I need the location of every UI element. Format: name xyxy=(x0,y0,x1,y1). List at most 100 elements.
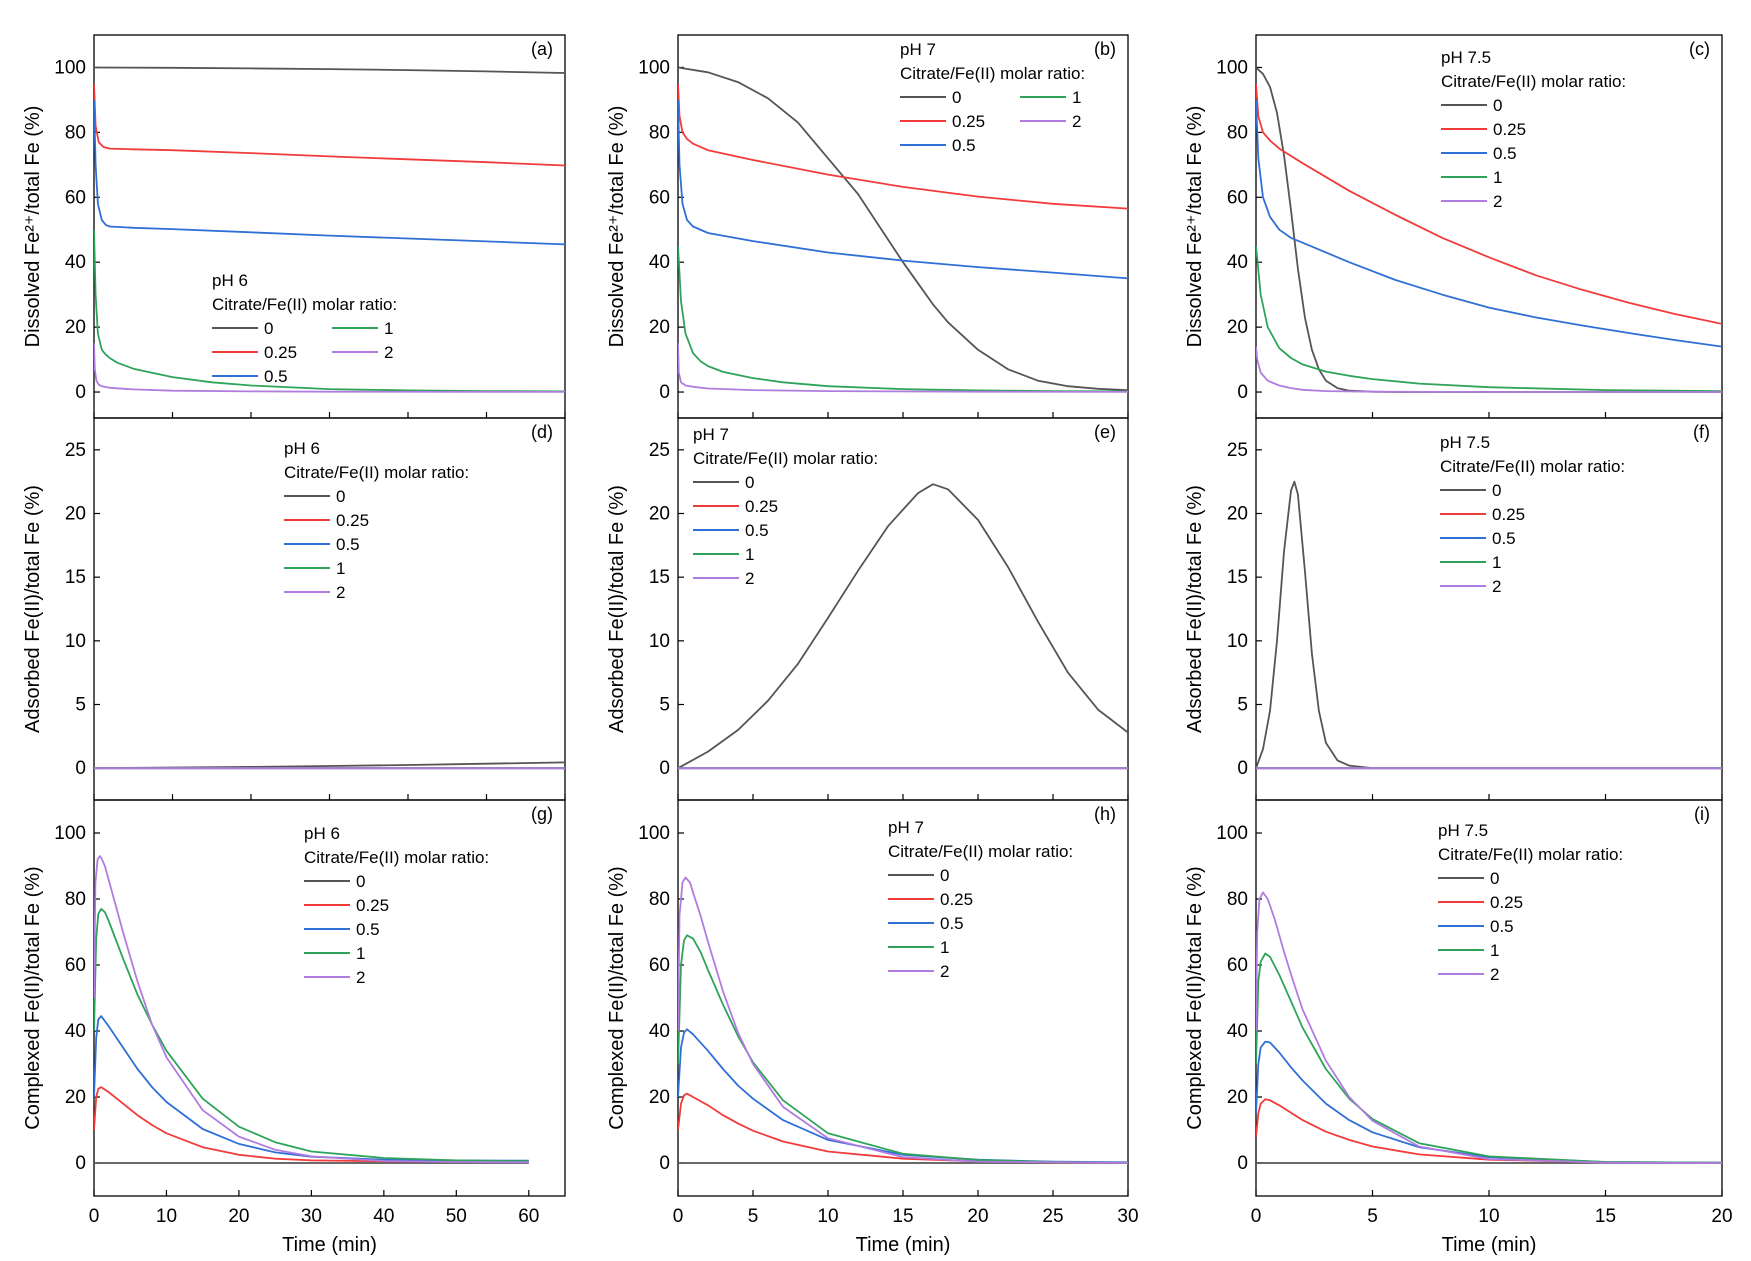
legend-label: 0 xyxy=(745,473,754,492)
y-tick-label: 100 xyxy=(638,57,670,78)
series-line-2 xyxy=(678,343,1128,393)
y-tick-label: 20 xyxy=(65,317,86,338)
y-tick-label: 80 xyxy=(1227,122,1248,143)
legend-label: 0.25 xyxy=(1490,893,1523,912)
y-tick-label: 0 xyxy=(75,382,86,403)
y-tick-label: 60 xyxy=(1227,187,1248,208)
x-tick-label: 20 xyxy=(967,1206,988,1227)
legend: pH 7.5 Citrate/Fe(II) molar ratio: 0 0.25 0.… xyxy=(1440,433,1625,596)
y-tick-label: 80 xyxy=(649,889,670,910)
series-line-0.5 xyxy=(94,99,565,246)
x-tick-label: 20 xyxy=(1711,1206,1732,1227)
panel-tag: (d) xyxy=(531,422,553,442)
x-tick-label: 10 xyxy=(1478,1206,1499,1227)
series-line-0.25 xyxy=(678,83,1128,210)
series-line-0 xyxy=(678,66,1128,391)
x-tick-label: 5 xyxy=(748,1206,759,1227)
series-line-1 xyxy=(678,934,1128,1164)
y-tick-label: 40 xyxy=(65,252,86,273)
legend-label: 0.25 xyxy=(264,343,297,362)
x-tick-label: 0 xyxy=(89,1206,100,1227)
legend-label: 0 xyxy=(1492,481,1501,500)
y-axis-label: Adsorbed Fe(II)/total Fe (%) xyxy=(22,485,44,733)
y-tick-label: 15 xyxy=(1227,567,1248,588)
y-tick-label: 0 xyxy=(659,758,670,779)
panel-tag: (i) xyxy=(1694,804,1710,824)
series-group xyxy=(678,66,1128,393)
legend-ph: pH 6 xyxy=(284,439,320,458)
legend-label: 0 xyxy=(336,487,345,506)
legend-label: 0.5 xyxy=(745,521,769,540)
legend-label: 0.5 xyxy=(1490,917,1514,936)
x-tick-label: 15 xyxy=(892,1206,913,1227)
y-tick-label: 20 xyxy=(1227,504,1248,525)
x-tick-label: 5 xyxy=(1367,1206,1378,1227)
legend-label: 0.25 xyxy=(952,112,985,131)
series-group xyxy=(94,855,529,1164)
y-tick-label: 25 xyxy=(649,440,670,461)
legend-label: 0.5 xyxy=(1493,144,1517,163)
series-line-2 xyxy=(1256,346,1722,393)
legend: pH 6 Citrate/Fe(II) molar ratio: 0 0.25 0.5 1… xyxy=(212,271,397,386)
legend-ph: pH 7.5 xyxy=(1441,48,1491,67)
legend-label: 0.5 xyxy=(1492,529,1516,548)
panel-tag: (h) xyxy=(1094,804,1116,824)
panel-tag: (g) xyxy=(531,804,553,824)
legend-ph: pH 7 xyxy=(900,40,936,59)
legend-label: 1 xyxy=(384,319,393,338)
y-tick-label: 60 xyxy=(649,955,670,976)
y-tick-label: 20 xyxy=(65,1087,86,1108)
legend-label: 2 xyxy=(1072,112,1081,131)
y-tick-label: 0 xyxy=(1237,1153,1248,1174)
legend-title: Citrate/Fe(II) molar ratio: xyxy=(284,463,469,482)
panel-tag: (a) xyxy=(531,39,553,59)
legend-ph: pH 6 xyxy=(212,271,248,290)
series-line-0.25 xyxy=(678,1092,1128,1164)
y-tick-label: 0 xyxy=(659,1153,670,1174)
x-tick-label: 60 xyxy=(518,1206,539,1227)
legend-label: 2 xyxy=(336,583,345,602)
y-tick-label: 15 xyxy=(65,567,86,588)
series-line-0.5 xyxy=(1256,99,1722,348)
legend-label: 2 xyxy=(1490,965,1499,984)
series-line-0.25 xyxy=(1256,83,1722,325)
y-axis-label: Complexed Fe(II)/total Fe (%) xyxy=(1184,866,1206,1129)
y-tick-label: 5 xyxy=(659,695,670,716)
series-line-2 xyxy=(1256,891,1722,1164)
legend-label: 1 xyxy=(1490,941,1499,960)
y-tick-label: 20 xyxy=(65,504,86,525)
series-group xyxy=(94,761,565,770)
legend-label: 2 xyxy=(384,343,393,362)
legend-label: 0 xyxy=(1493,96,1502,115)
series-line-0.25 xyxy=(94,83,565,167)
series-line-0.5 xyxy=(1256,1040,1722,1164)
y-axis-label: Dissolved Fe²⁺/total Fe (%) xyxy=(22,106,44,348)
y-axis-label: Dissolved Fe²⁺/total Fe (%) xyxy=(606,106,628,348)
legend-label: 0 xyxy=(940,866,949,885)
legend-label: 2 xyxy=(356,968,365,987)
legend: pH 6 Citrate/Fe(II) molar ratio: 0 0.25 0.5 1… xyxy=(284,439,469,602)
legend-ph: pH 6 xyxy=(304,824,340,843)
x-tick-label: 10 xyxy=(817,1206,838,1227)
x-tick-label: 30 xyxy=(1117,1206,1138,1227)
legend-label: 0.5 xyxy=(940,914,964,933)
legend: pH 7 Citrate/Fe(II) molar ratio: 0 0.25 0.5 1… xyxy=(900,40,1085,155)
panel-tag: (e) xyxy=(1094,422,1116,442)
legend: pH 7 Citrate/Fe(II) molar ratio: 0 0.25 0.5 1… xyxy=(693,425,878,588)
y-tick-label: 15 xyxy=(649,567,670,588)
y-tick-label: 10 xyxy=(649,631,670,652)
legend-label: 2 xyxy=(1493,192,1502,211)
y-tick-label: 100 xyxy=(1216,57,1248,78)
y-tick-label: 80 xyxy=(649,122,670,143)
y-axis-label: Complexed Fe(II)/total Fe (%) xyxy=(606,866,628,1129)
legend-label: 0 xyxy=(356,872,365,891)
x-tick-label: 15 xyxy=(1595,1206,1616,1227)
y-tick-label: 40 xyxy=(65,1021,86,1042)
legend-label: 2 xyxy=(745,569,754,588)
